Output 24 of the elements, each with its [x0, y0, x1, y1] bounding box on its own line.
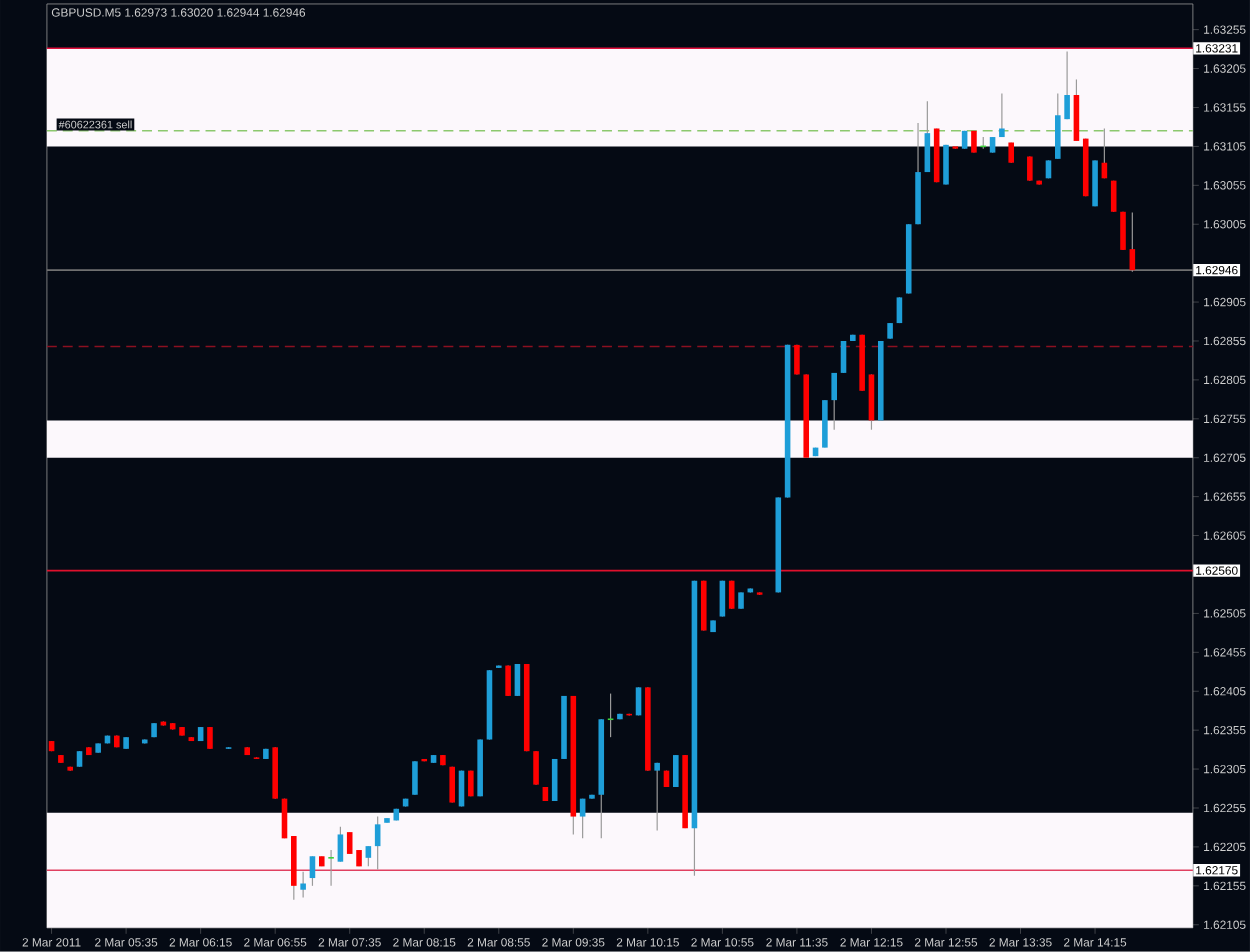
candlestick [794, 344, 800, 376]
candlestick [606, 693, 615, 738]
candlestick [337, 826, 344, 863]
candlestick [654, 762, 660, 832]
candlestick [673, 754, 679, 788]
candlestick [943, 144, 949, 186]
candlestick [449, 766, 455, 804]
candlestick [327, 849, 335, 887]
candlestick [533, 750, 539, 786]
candlestick [999, 93, 1005, 138]
candlestick [365, 845, 372, 868]
candlestick [1027, 156, 1033, 182]
candlestick [831, 372, 837, 431]
candlestick [719, 580, 726, 618]
candlestick [579, 798, 586, 840]
candlestick [374, 816, 381, 871]
candlestick [822, 399, 828, 449]
candlestick [309, 855, 316, 887]
candlestick [514, 663, 521, 697]
candlestick [896, 296, 903, 324]
candlestick [300, 871, 306, 899]
candlestick [840, 340, 847, 374]
candlestick [1092, 159, 1098, 208]
candlestick [412, 760, 418, 796]
